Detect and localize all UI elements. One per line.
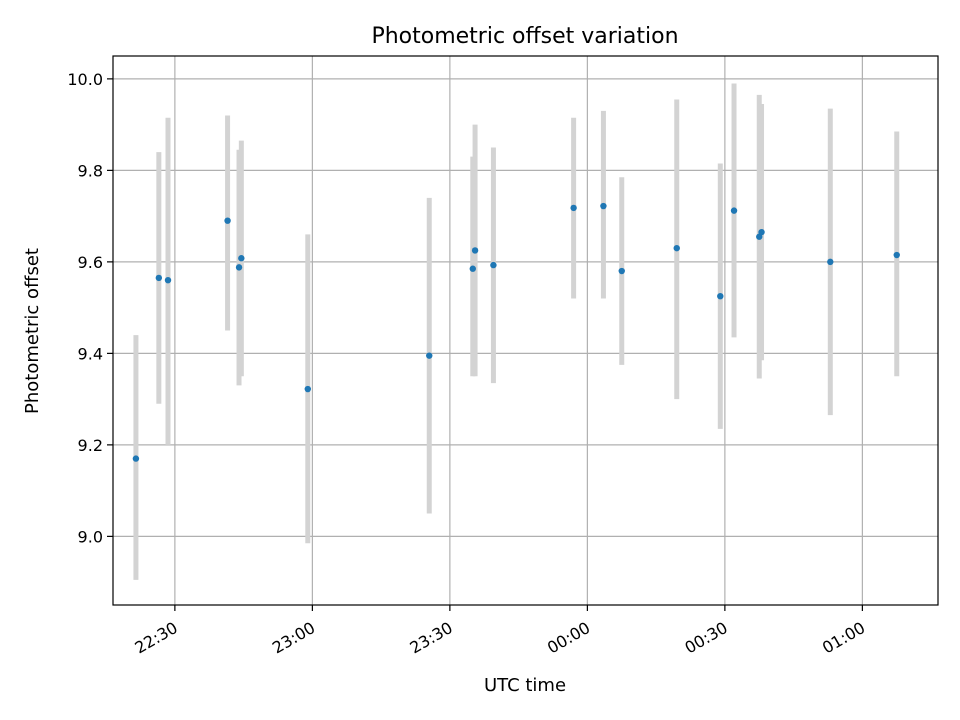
y-tick-label: 9.4 [78, 344, 103, 363]
data-point [893, 251, 900, 259]
y-axis-ticks: 9.0 9.2 9.4 9.6 9.8 10.0 [67, 70, 113, 546]
data-point [164, 276, 172, 284]
y-tick-label: 9.6 [78, 253, 103, 272]
grid [113, 56, 938, 605]
data-point [426, 352, 433, 359]
data-point [570, 204, 577, 212]
plot-frame [112, 55, 939, 606]
data-point [600, 202, 607, 210]
data-point [155, 274, 163, 282]
y-tick-label: 9.0 [78, 527, 103, 546]
y-tick-label: 9.2 [78, 436, 103, 455]
data-point [132, 455, 140, 462]
x-axis-label: UTC time [484, 675, 566, 696]
data-point [758, 228, 765, 236]
data-point [730, 207, 738, 214]
y-axis-label: Photometric offset [22, 248, 43, 414]
data-points [132, 202, 900, 462]
data-point [471, 247, 479, 254]
y-tick-label: 10.0 [67, 70, 103, 89]
plot-area [113, 56, 938, 605]
data-point [673, 244, 680, 252]
data-point [469, 265, 476, 272]
data-point [717, 292, 724, 300]
data-point [827, 258, 834, 266]
data-point [618, 267, 625, 275]
chart-title: Photometric offset variation [371, 24, 678, 49]
data-point [235, 264, 243, 271]
data-point [238, 255, 245, 262]
y-tick-label: 9.8 [78, 161, 103, 180]
data-point [224, 217, 231, 224]
data-point [490, 261, 497, 269]
data-point [304, 385, 311, 393]
